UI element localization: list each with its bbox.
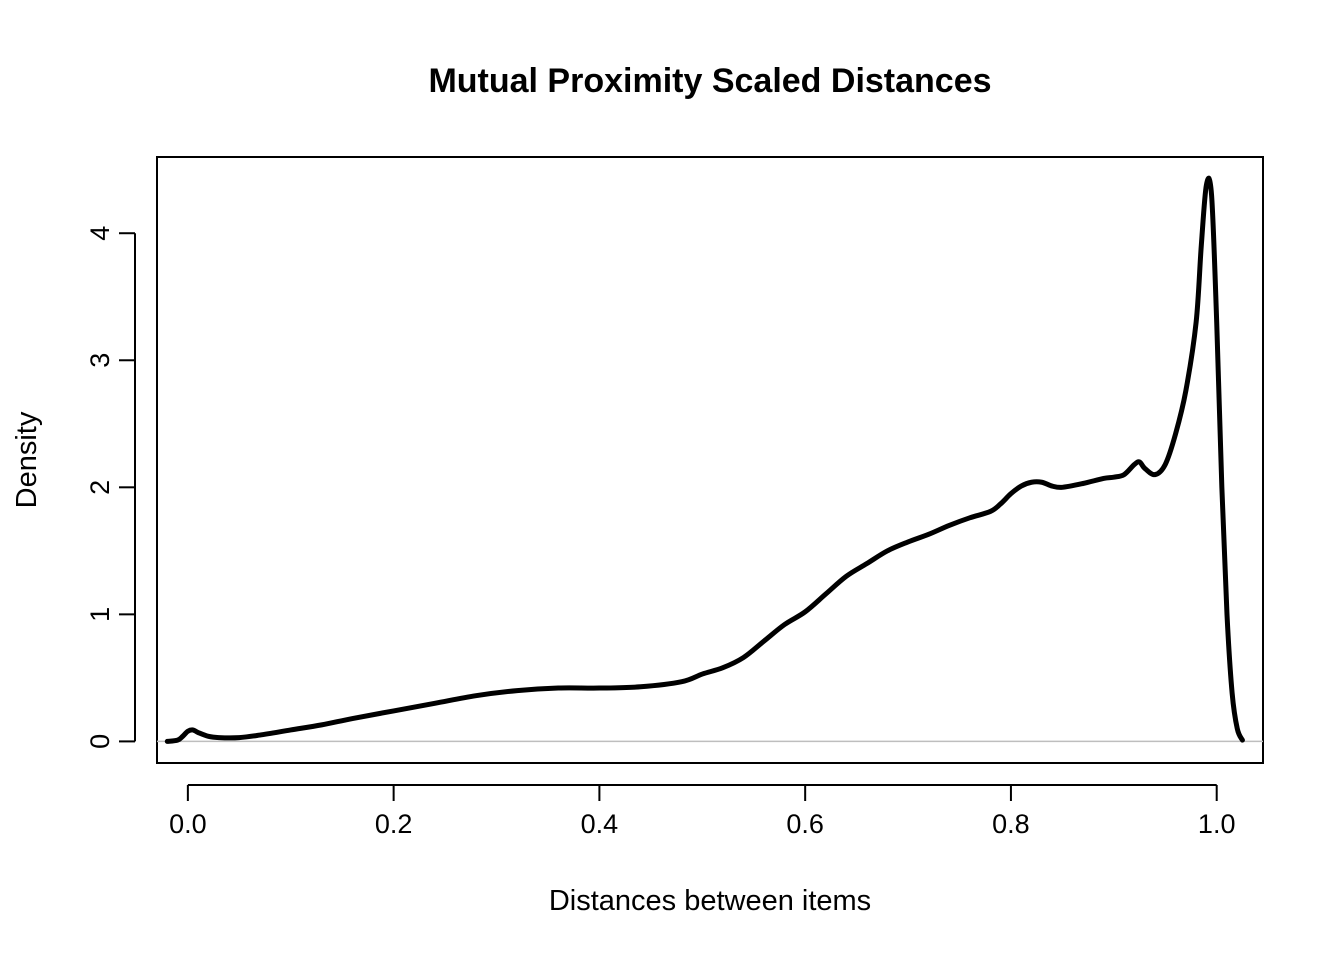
x-tick-label: 1.0 <box>1198 809 1236 839</box>
y-tick-label: 3 <box>85 353 115 368</box>
chart-title: Mutual Proximity Scaled Distances <box>428 62 991 100</box>
x-tick-label: 0.8 <box>992 809 1030 839</box>
x-tick-label: 0.4 <box>581 809 619 839</box>
x-axis-label: Distances between items <box>549 885 871 917</box>
y-axis: 0 1 2 3 4 <box>85 226 136 749</box>
y-axis-label: Density <box>11 411 43 508</box>
x-tick-label: 0.0 <box>169 809 207 839</box>
y-tick-label: 1 <box>85 607 115 622</box>
plot-frame <box>156 156 1264 764</box>
x-axis: 0.0 0.2 0.4 0.6 0.8 1.0 <box>169 784 1236 839</box>
y-tick-label: 4 <box>85 226 115 241</box>
y-tick-label: 0 <box>85 734 115 749</box>
x-tick-label: 0.6 <box>786 809 824 839</box>
density-curve <box>164 175 1245 744</box>
x-tick-label: 0.2 <box>375 809 413 839</box>
y-tick-label: 2 <box>85 480 115 495</box>
